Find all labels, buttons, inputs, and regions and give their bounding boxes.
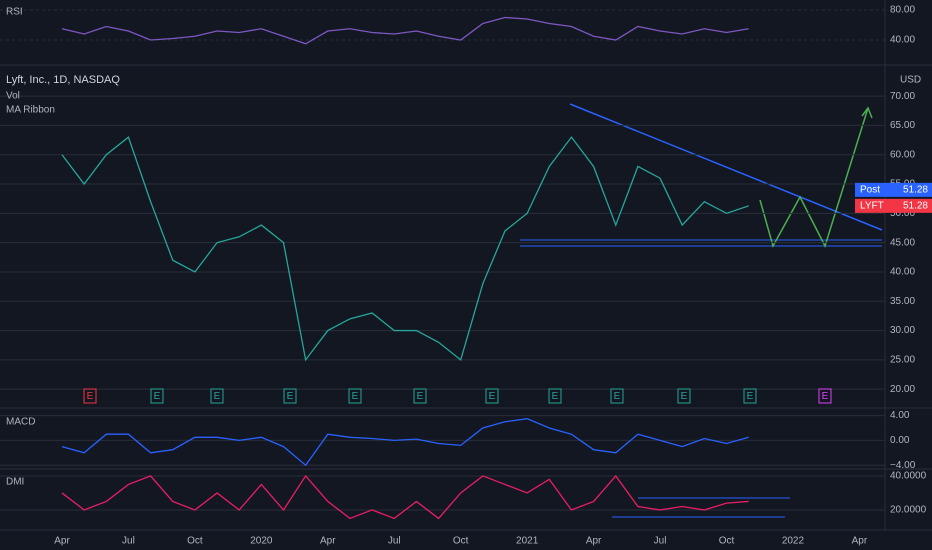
earnings-marker <box>413 388 427 404</box>
y-tick-label: 20.0000 <box>890 505 927 516</box>
x-tick-label: 2020 <box>250 536 273 547</box>
y-tick-label: 4.00 <box>890 410 910 421</box>
earnings-label: E <box>417 391 424 402</box>
earnings-label: E <box>214 391 221 402</box>
earnings-marker <box>743 388 757 404</box>
series-line <box>61 474 749 520</box>
earnings-marker <box>283 388 297 404</box>
indicator-label: MA Ribbon <box>6 105 55 116</box>
x-tick-label: Apr <box>852 536 868 547</box>
earnings-marker <box>210 388 224 404</box>
x-tick-label: Jul <box>654 536 667 547</box>
x-tick-label: Apr <box>320 536 336 547</box>
y-tick-label: 30.00 <box>890 325 915 336</box>
earnings-label: E <box>352 391 359 402</box>
earnings-label: E <box>681 391 688 402</box>
price-tag-label: Post <box>860 184 880 195</box>
price-tag <box>855 198 932 213</box>
panel-title: DMI <box>6 477 24 488</box>
price-tag <box>855 182 932 197</box>
panel-title: MACD <box>6 417 35 428</box>
y-tick-label: 80.00 <box>890 5 915 16</box>
x-tick-label: Jul <box>388 536 401 547</box>
earnings-marker <box>610 388 624 404</box>
x-tick-label: Apr <box>54 536 70 547</box>
panel-title: RSI <box>6 7 23 18</box>
y-tick-label: 40.00 <box>890 35 915 46</box>
y-tick-label: 65.00 <box>890 120 915 131</box>
y-tick-label: 40.0000 <box>890 471 927 482</box>
x-tick-label: Jul <box>122 536 135 547</box>
earnings-marker <box>150 388 164 404</box>
y-tick-label: 50.00 <box>890 208 915 219</box>
y-tick-label: 60.00 <box>890 149 915 160</box>
earnings-marker <box>485 388 499 404</box>
projection-arrow <box>861 106 873 119</box>
indicator-label: Vol <box>6 91 20 102</box>
earnings-marker <box>677 388 691 404</box>
earnings-label: E <box>154 391 161 402</box>
price-tag-label: LYFT <box>860 200 884 211</box>
y-tick-label: −4.00 <box>890 460 916 471</box>
price-tag-value: 51.28 <box>903 200 928 211</box>
x-tick-label: 2022 <box>782 536 805 547</box>
earnings-label: E <box>614 391 621 402</box>
axis-label: USD <box>900 75 921 86</box>
earnings-label: E <box>747 391 754 402</box>
x-tick-label: 2021 <box>516 536 539 547</box>
series-line <box>61 136 749 362</box>
x-tick-label: Oct <box>453 536 469 547</box>
earnings-marker <box>548 388 562 404</box>
earnings-label: E <box>287 391 294 402</box>
panel-title: Lyft, Inc., 1D, NASDAQ <box>6 74 120 86</box>
earnings-label: E <box>552 391 559 402</box>
earnings-label: E <box>822 391 829 402</box>
earnings-label: E <box>87 391 94 402</box>
x-tick-label: Oct <box>187 536 203 547</box>
earnings-label: E <box>489 391 496 402</box>
earnings-marker <box>818 388 832 404</box>
y-tick-label: 25.00 <box>890 355 915 366</box>
y-tick-label: 35.00 <box>890 296 915 307</box>
y-tick-label: 20.00 <box>890 384 915 395</box>
y-tick-label: 45.00 <box>890 237 915 248</box>
projection <box>759 107 869 248</box>
price-tag-value: 51.28 <box>903 184 928 195</box>
series-line <box>61 16 749 45</box>
x-tick-label: Apr <box>586 536 602 547</box>
x-tick-label: Oct <box>719 536 735 547</box>
y-tick-label: 40.00 <box>890 267 915 278</box>
earnings-marker <box>83 388 97 404</box>
y-tick-label: 0.00 <box>890 435 910 446</box>
earnings-marker <box>348 388 362 404</box>
y-tick-label: 70.00 <box>890 91 915 102</box>
series-line <box>61 418 749 467</box>
